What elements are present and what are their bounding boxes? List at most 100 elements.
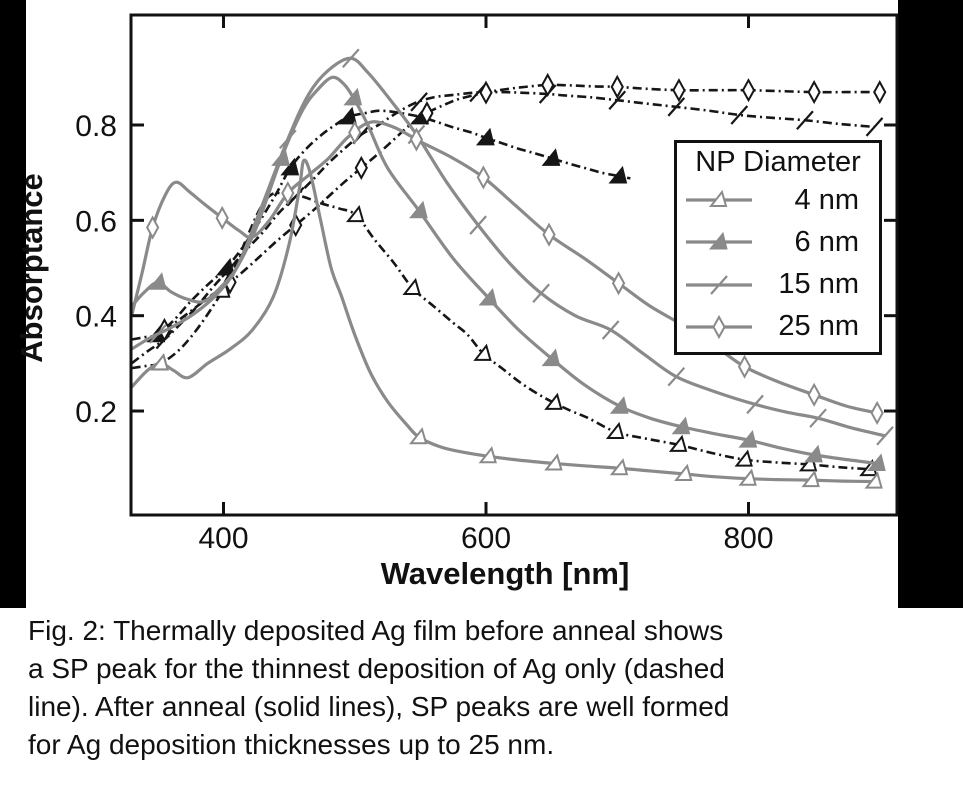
marker-slash-icon <box>746 394 764 415</box>
marker-diamond-icon <box>672 78 686 103</box>
marker-diamond-icon <box>420 101 434 126</box>
marker-diamond-icon <box>476 165 491 190</box>
series-dashed-15nm-line <box>131 90 875 365</box>
y-tick-label: 0.2 <box>75 396 117 429</box>
marker-tri-open-icon <box>734 449 753 467</box>
marker-slash-icon <box>601 320 620 340</box>
marker-tri-open-icon <box>801 469 820 488</box>
marker-tri-filled-icon <box>338 106 357 125</box>
x-tick-label: 400 <box>198 522 248 555</box>
y-tick-label: 0.8 <box>75 110 117 143</box>
legend-title: NP Diameter <box>695 146 861 178</box>
x-tick-label: 600 <box>461 522 511 555</box>
marker-slash-icon <box>410 92 428 112</box>
marker-tri-filled-icon <box>541 348 561 367</box>
marker-slash-icon <box>730 105 749 125</box>
marker-slash-icon <box>809 408 827 428</box>
marker-tri-filled-icon <box>280 157 300 176</box>
marker-diamond-icon <box>807 80 821 105</box>
marker-tri-open-icon <box>150 353 169 371</box>
marker-diamond-icon <box>712 314 726 339</box>
marker-diamond-icon <box>741 78 756 103</box>
marker-tri-filled-icon <box>541 148 561 166</box>
marker-tri-open-icon <box>864 471 883 489</box>
marker-tri-filled-icon <box>478 287 498 306</box>
legend-entry-4nm: 4 nm <box>677 179 879 221</box>
marker-diamond-icon <box>348 120 362 145</box>
marker-tri-open-icon <box>473 343 492 361</box>
scan-border-right <box>898 0 963 608</box>
scan-border-left <box>0 0 26 608</box>
legend-label: 4 nm <box>794 183 859 216</box>
marker-slash-icon <box>667 97 686 117</box>
marker-tri-filled-icon <box>343 87 363 106</box>
marker-diamond-icon <box>870 400 884 426</box>
legend-sample-diamond-icon <box>686 314 752 339</box>
y-tick-label: 0.4 <box>75 301 117 334</box>
legend-entry-6nm: 6 nm <box>677 221 879 263</box>
marker-tri-filled-icon <box>671 416 691 435</box>
marker-slash-icon <box>469 215 487 235</box>
marker-diamond-icon <box>737 354 752 379</box>
caption-line: a SP peak for the thinnest deposition of… <box>28 653 725 684</box>
marker-tri-filled-icon <box>708 232 728 250</box>
plot-area <box>131 48 894 489</box>
x-axis-title: Wavelength [nm] <box>380 556 630 591</box>
marker-slash-icon <box>341 48 360 68</box>
legend-label: 6 nm <box>794 225 859 258</box>
y-axis-title: Absorptance <box>14 173 49 363</box>
legend-label: 25 nm <box>778 310 859 343</box>
marker-tri-open-icon <box>402 277 421 296</box>
marker-tri-open-icon <box>346 204 365 223</box>
marker-tri-open-icon <box>738 468 757 486</box>
marker-slash-icon <box>221 258 239 278</box>
marker-tri-filled-icon <box>608 165 628 184</box>
legend-sample-tri-open-icon <box>686 189 752 208</box>
marker-slash-icon <box>278 129 297 150</box>
marker-tri-open-icon <box>668 434 688 452</box>
marker-tri-open-icon <box>544 453 563 471</box>
y-tick-label: 0.6 <box>75 205 117 238</box>
marker-slash-icon <box>214 275 233 296</box>
marker-slash-icon <box>865 117 884 137</box>
x-tick-label: 800 <box>723 522 773 555</box>
marker-tri-filled-icon <box>409 200 428 219</box>
marker-slash-icon <box>608 90 627 110</box>
plot-frame <box>129 13 899 517</box>
marker-slash-icon <box>710 274 728 295</box>
legend-label: 15 nm <box>778 268 859 301</box>
marker-diamond-icon <box>479 80 493 105</box>
marker-diamond-icon <box>541 72 555 98</box>
marker-slash-icon <box>532 283 550 304</box>
legend-entry-15nm: 15 nm <box>677 264 879 306</box>
marker-tri-filled-icon <box>804 444 823 463</box>
marker-slash-icon <box>876 426 894 446</box>
marker-tri-open-icon <box>605 421 625 439</box>
legend-box: NP Diameter 4 nm 6 nm 15 nm 25 nm <box>674 140 882 355</box>
marker-diamond-icon <box>807 382 821 407</box>
marker-tri-open-icon <box>609 458 629 476</box>
marker-diamond-icon <box>873 80 887 105</box>
marker-tri-open-icon <box>708 189 728 208</box>
series-dashed-6nm-line <box>131 109 631 341</box>
marker-tri-open-icon <box>478 446 497 464</box>
marker-slash-icon <box>667 366 686 387</box>
marker-diamond-icon <box>542 222 556 247</box>
marker-tri-filled-icon <box>738 430 758 448</box>
marker-slash-icon <box>149 324 167 344</box>
marker-diamond-icon <box>215 205 229 231</box>
marker-diamond-icon <box>281 181 295 206</box>
marker-tri-filled-icon <box>147 272 167 290</box>
marker-slash-icon <box>796 110 814 130</box>
caption-line: for Ag deposition thicknesses up to 25 n… <box>28 729 555 760</box>
marker-slash-icon <box>286 186 305 207</box>
marker-tri-filled-icon <box>475 127 495 146</box>
marker-diamond-icon <box>354 155 368 180</box>
marker-diamond-icon <box>611 271 626 296</box>
caption-line: Fig. 2: Thermally deposited Ag film befo… <box>28 615 724 646</box>
marker-diamond-icon <box>409 127 424 152</box>
absorptance-chart: 400 600 800 0.2 0.4 0.6 0.8 <box>75 13 899 555</box>
marker-tri-open-icon <box>674 463 693 481</box>
legend-entry-25nm: 25 nm <box>677 306 879 348</box>
marker-diamond-icon <box>610 74 624 99</box>
